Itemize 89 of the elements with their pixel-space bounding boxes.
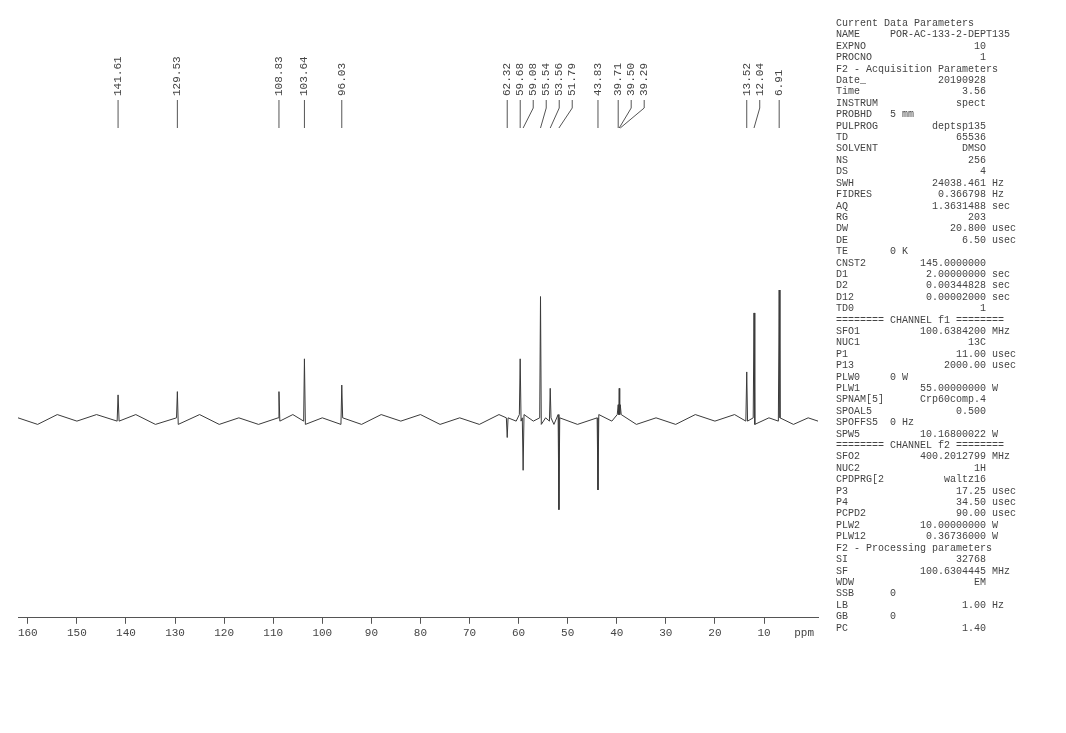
annotation: 108.83 — [272, 56, 285, 96]
text: GB 0 — [836, 611, 897, 623]
text: Current Data Parameters — [836, 18, 976, 30]
text: CNST2 145.0000000 — [836, 257, 988, 269]
text: DW 20.800 usec — [836, 223, 1017, 235]
text: EXPNO 10 — [836, 40, 988, 53]
text: P1 11.00 usec — [836, 348, 1017, 361]
x-tick-label: 80 — [413, 627, 428, 640]
x-tick-label: 90 — [364, 627, 378, 640]
text: SI 32768 — [836, 554, 988, 566]
x-tick-label: 120 — [214, 627, 235, 640]
text: PLW12 0.36736000 W — [836, 531, 1000, 543]
x-tick-label: 110 — [263, 627, 284, 640]
x-tick-label: 30 — [659, 627, 673, 640]
text: TD 65536 — [836, 132, 988, 144]
text: DS 4 — [836, 166, 988, 178]
text: SPOAL5 0.500 — [836, 405, 988, 418]
annotation: 141.61 — [111, 55, 124, 96]
text: SWH 24038.461 Hz — [836, 177, 1006, 190]
x-tick-label: 150 — [66, 627, 87, 640]
text: D1 2.00000000 sec — [836, 268, 1012, 281]
text: NUC2 1H — [836, 462, 988, 474]
text: PROBHD 5 mm — [836, 109, 915, 121]
annotation: 59.68 — [514, 62, 527, 96]
text: SPOFFS5 0 Hz — [836, 417, 915, 429]
text: D12 0.00002000 sec — [836, 291, 1012, 304]
x-tick-label: 50 — [561, 627, 575, 640]
text: PROCNO 1 — [836, 52, 988, 64]
text: PC 1.40 — [836, 622, 988, 634]
x-axis-title: ppm — [794, 627, 815, 640]
text: F2 - Processing parameters — [836, 542, 994, 555]
text: AQ 1.3631488 sec — [836, 200, 1012, 212]
annotation: 53.56 — [553, 62, 566, 96]
text: P4 34.50 usec — [836, 497, 1017, 509]
annotation: 39.50 — [625, 62, 638, 96]
x-tick-label: 100 — [312, 627, 333, 640]
x-tick-label: 10 — [757, 627, 771, 640]
text: CPDPRG[2 waltz16 — [836, 474, 988, 486]
annotation: 43.83 — [591, 62, 604, 96]
text: SPW5 10.16800022 W — [836, 428, 1000, 440]
annotation: 129.53 — [171, 56, 184, 96]
text: Date_ 20190928 — [836, 75, 988, 87]
text: ======== CHANNEL f2 ======== — [836, 440, 1006, 452]
text: NS 256 — [836, 154, 988, 167]
annotation: 13.52 — [740, 62, 753, 96]
x-tick-label: 160 — [17, 627, 38, 640]
annotation: 103.64 — [298, 55, 311, 96]
text: D2 0.00344828 sec — [836, 280, 1012, 292]
text: TD0 1 — [836, 303, 988, 315]
text: RG 203 — [836, 211, 988, 224]
annotation: 39.29 — [638, 62, 651, 96]
text: SOLVENT DMSO — [836, 143, 988, 155]
text: TE 0 K — [836, 246, 909, 258]
text: PCPD2 90.00 usec — [836, 508, 1017, 520]
annotation: 39.71 — [612, 62, 625, 96]
text: PLW2 10.00000000 W — [836, 519, 1000, 532]
x-tick-label: 140 — [116, 627, 136, 640]
text: LB 1.00 Hz — [836, 599, 1006, 612]
text: Time 3.56 — [836, 86, 988, 98]
text: F2 - Acquisition Parameters — [836, 63, 1000, 76]
annotation: 6.91 — [773, 69, 786, 96]
text: P3 17.25 usec — [836, 485, 1017, 498]
text: P13 2000.00 usec — [836, 360, 1017, 372]
x-tick-label: 60 — [512, 627, 526, 640]
annotation: 12.04 — [753, 62, 766, 96]
text: SFO1 100.6384200 MHz — [836, 325, 1012, 338]
text: SSB 0 — [836, 588, 897, 600]
text: NUC1 13C — [836, 337, 988, 349]
text: INSTRUM spect — [836, 97, 988, 110]
text: SPNAM[5] Crp60comp.4 — [836, 394, 988, 406]
text: SF 100.6304445 MHz — [836, 565, 1012, 577]
annotation: 55.54 — [540, 62, 553, 96]
text: PLW1 55.00000000 W — [836, 383, 1000, 394]
text: PULPROG deptsp135 — [836, 120, 988, 133]
text: DE 6.50 usec — [836, 234, 1017, 247]
annotation: 62.32 — [501, 62, 514, 96]
text: NAME POR-AC-133-2-DEPT135 — [836, 29, 1012, 41]
text: FIDRES 0.366798 Hz — [836, 189, 1006, 201]
text: PLW0 0 W — [836, 371, 909, 383]
x-tick-label: 70 — [462, 627, 477, 640]
x-tick-label: 20 — [708, 627, 722, 640]
x-tick-label: 40 — [610, 627, 624, 640]
text: SFO2 400.2012799 MHz — [836, 451, 1012, 463]
text: ======== CHANNEL f1 ======== — [836, 314, 1006, 326]
annotation: 96.03 — [335, 62, 348, 96]
x-tick-label: 130 — [165, 627, 185, 640]
annotation: 59.08 — [527, 62, 540, 96]
annotation: 51.79 — [566, 62, 579, 96]
text: WDW EM — [836, 576, 988, 589]
